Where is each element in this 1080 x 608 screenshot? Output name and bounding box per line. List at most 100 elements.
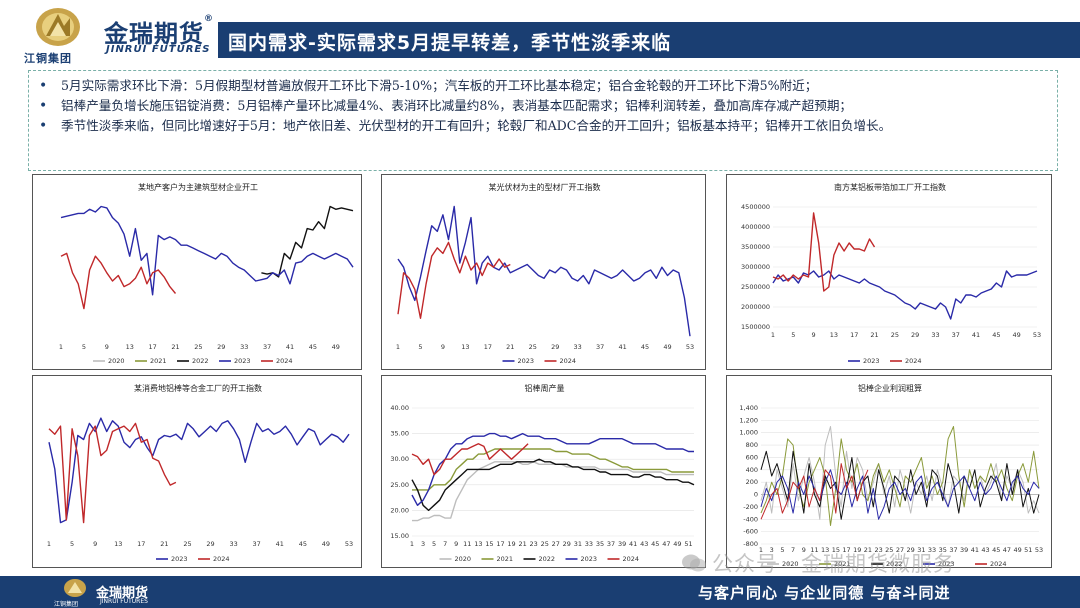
legend-label: 2024 — [213, 555, 230, 563]
x-tick-label: 7 — [791, 546, 795, 554]
x-tick-label: 5 — [432, 540, 436, 548]
x-tick-label: 29 — [206, 540, 214, 548]
legend-label: 2024 — [276, 357, 293, 365]
brand-name-en: JINRUI FUTURES — [106, 44, 211, 55]
series-line-2022 — [760, 450, 1040, 520]
x-tick-label: 23 — [874, 546, 882, 554]
chart-svg: 某地产客户为主建筑型材企业开工 1 5 9 13 17 21 25 29 33 37 41 45 49 20… — [59, 182, 354, 365]
x-tick-label: 37 — [596, 343, 604, 351]
y-tick-label: 15.00 — [390, 532, 409, 540]
x-tick-label: 37 — [607, 540, 615, 548]
series-line-2022 — [411, 458, 695, 512]
chart-svg: 某消费地铝棒等合金工厂的开工指数 1 5 9 13 17 21 25 29 33 37 41 45 49 5… — [47, 383, 353, 563]
x-tick-label: 53 — [1035, 546, 1043, 554]
legend-label: 2024 — [623, 555, 640, 563]
legend-label: 2023 — [863, 357, 880, 365]
x-tick-label: 37 — [263, 343, 271, 351]
x-tick-label: 1 — [47, 540, 51, 548]
x-tick-label: 33 — [585, 540, 593, 548]
y-tick-label: 3000000 — [741, 263, 770, 271]
x-tick-label: 29 — [551, 343, 559, 351]
x-tick-label: 1 — [396, 343, 400, 351]
legend-label: 2021 — [834, 560, 851, 568]
x-tick-label: 41 — [618, 343, 626, 351]
chart-panel-pv-extrusion: 某光伏材为主的型材厂开工指数 1 5 9 13 17 21 25 29 33 37 41 45 49 53 2… — [381, 174, 706, 370]
x-tick-label: 41 — [972, 331, 980, 339]
series-line-2023 — [397, 205, 691, 337]
x-tick-label: 47 — [662, 540, 670, 548]
x-tick-label: 1 — [59, 343, 63, 351]
x-tick-label: 33 — [928, 546, 936, 554]
x-tick-label: 11 — [810, 546, 818, 554]
bullet-item: • 铝棒产量负增长施压铝锭消费：5月铝棒产量环比减量4%、表消环比减量约8%，表消… — [39, 98, 853, 114]
slide-header: 江铜集团 金瑞期货® JINRUI FUTURES 国内需求-实际需求5月提早转… — [0, 0, 1080, 66]
footer-logo-icon — [64, 579, 86, 597]
wechat-icon — [682, 554, 706, 572]
x-tick-label: 41 — [286, 343, 294, 351]
bullet-dot-icon: • — [39, 78, 48, 94]
legend-label: 2022 — [192, 357, 209, 365]
y-tick-label: 400 — [746, 466, 758, 474]
series-line-2024 — [397, 241, 511, 320]
y-tick-label: 35.00 — [390, 430, 409, 438]
x-tick-label: 33 — [229, 540, 237, 548]
chart-title: 某消费地铝棒等合金工厂的开工指数 — [134, 383, 262, 393]
series-line-2023 — [411, 432, 694, 507]
chart-title: 铝棒企业利润粗算 — [858, 383, 922, 393]
y-tick-label: 2000000 — [741, 303, 770, 311]
series-line-2023 — [772, 270, 1038, 320]
x-tick-label: 21 — [518, 540, 526, 548]
legend-label: 2022 — [886, 560, 903, 568]
chart-panel-alloy-plant: 某消费地铝棒等合金工厂的开工指数 1 5 9 13 17 21 25 29 33 37 41 45 49 5… — [32, 375, 362, 568]
watermark-text: 公众号 · 金瑞期货微服务 — [712, 552, 956, 576]
series-line-2023 — [60, 205, 354, 296]
x-tick-label: 49 — [1013, 331, 1021, 339]
x-tick-label: 27 — [896, 546, 904, 554]
x-tick-label: 35 — [596, 540, 604, 548]
x-tick-label: 29 — [563, 540, 571, 548]
x-tick-label: 5 — [791, 331, 795, 339]
legend-label: 2024 — [905, 357, 922, 365]
y-tick-label: 800 — [746, 441, 758, 449]
x-tick-label: 47 — [1003, 546, 1011, 554]
legend-label: 2023 — [581, 555, 598, 563]
x-tick-label: 21 — [864, 546, 872, 554]
x-tick-label: 33 — [240, 343, 248, 351]
x-tick-label: 19 — [507, 540, 515, 548]
x-tick-label: 17 — [484, 343, 492, 351]
y-tick-label: 25.00 — [390, 481, 409, 489]
footer-brand-en: JINRUI FUTURES — [100, 598, 148, 605]
y-tick-label: 1,000 — [739, 429, 758, 437]
x-tick-label: 25 — [529, 343, 537, 351]
x-tick-label: 15 — [832, 546, 840, 554]
y-tick-label: 4000000 — [741, 223, 770, 231]
summary-box: • 5月实际需求环比下滑：5月假期型材普遍放假开工环比下滑5-10%；汽车板的开工… — [28, 70, 1058, 171]
x-tick-label: 41 — [629, 540, 637, 548]
chart-svg: 南方某铝板带箔加工厂开工指数 1500000 2000000 2500000 30000… — [741, 182, 1041, 365]
x-tick-label: 17 — [850, 331, 858, 339]
x-tick-label: 45 — [651, 540, 659, 548]
x-tick-label: 25 — [885, 546, 893, 554]
x-tick-label: 1 — [410, 540, 414, 548]
x-tick-label: 35 — [939, 546, 947, 554]
legend-label: 2023 — [518, 357, 535, 365]
x-tick-label: 5 — [418, 343, 422, 351]
x-tick-label: 5 — [82, 343, 86, 351]
x-tick-label: 21 — [160, 540, 168, 548]
legend-label: 2021 — [150, 357, 167, 365]
x-tick-label: 17 — [496, 540, 504, 548]
brand-name-cn: 金瑞期货® — [104, 14, 214, 48]
x-tick-label: 33 — [574, 343, 582, 351]
y-tick-label: 600 — [746, 453, 758, 461]
jinrui-logo-icon — [36, 8, 80, 46]
x-tick-label: 29 — [907, 546, 915, 554]
x-tick-label: 13 — [126, 343, 134, 351]
chart-title: 铝棒周产量 — [525, 383, 565, 393]
legend-label: 2022 — [539, 555, 556, 563]
y-tick-label: -800 — [743, 540, 758, 548]
x-tick-label: 51 — [684, 540, 692, 548]
x-tick-label: 39 — [618, 540, 626, 548]
x-tick-label: 13 — [830, 331, 838, 339]
bullet-item: • 季节性淡季来临，但同比增速好于5月：地产依旧差、光伏型材的开工有回升；轮毂厂和… — [39, 118, 892, 134]
x-tick-label: 9 — [454, 540, 458, 548]
